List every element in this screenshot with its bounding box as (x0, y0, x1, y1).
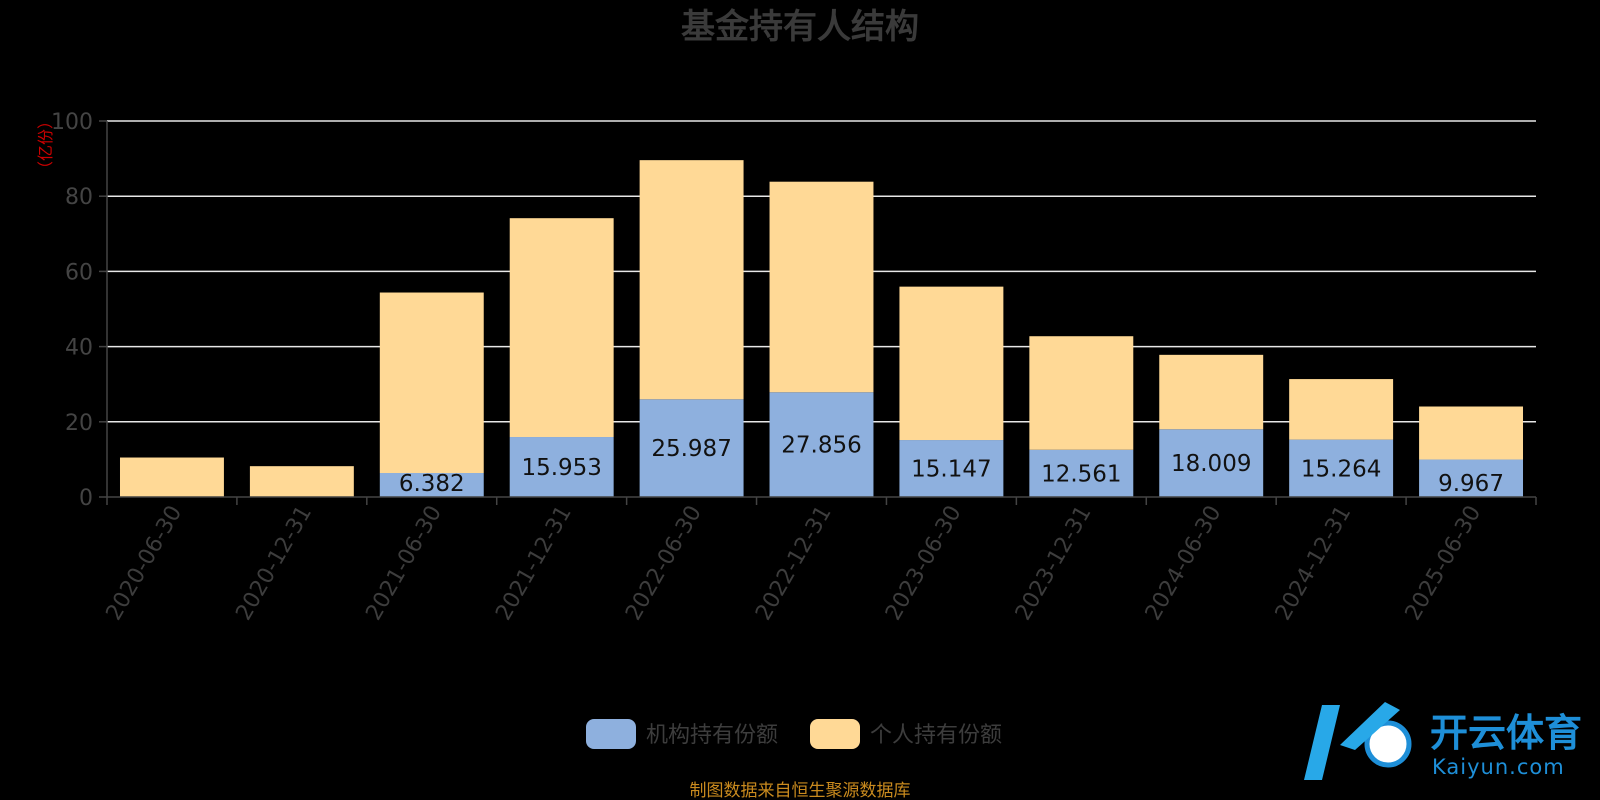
bar-individual[interactable] (1289, 379, 1394, 440)
bar-institutional[interactable] (899, 440, 1004, 497)
x-tick-label: 2020-06-30 (102, 502, 188, 625)
logo-k-mark (1304, 702, 1400, 780)
source-note: 制图数据来自恒生聚源数据库 (690, 781, 911, 800)
x-tick-label: 2023-06-30 (881, 502, 967, 625)
bars: 6.382 15.953 25.987 27.856 15.147 12.561 18.00… (119, 160, 1524, 497)
legend[interactable]: 机构持有份额 个人持有份额 (586, 719, 1002, 749)
y-tick-label: 100 (51, 110, 93, 135)
legend-swatch-institutional[interactable] (586, 719, 636, 749)
legend-swatch-individual[interactable] (810, 719, 860, 749)
x-tick-label: 2024-12-31 (1271, 502, 1357, 625)
x-tick-label: 2022-06-30 (621, 502, 707, 625)
bar-institutional[interactable] (1419, 459, 1524, 497)
x-tick-label: 2021-06-30 (361, 501, 447, 624)
bar-institutional[interactable] (769, 392, 874, 497)
bar-value-label: 6.382 (399, 471, 465, 497)
bar-individual[interactable] (1029, 336, 1134, 450)
bar-institutional[interactable] (379, 473, 484, 497)
bar-individual[interactable] (509, 218, 614, 438)
logo-brand-en: Kaiyun.com (1432, 755, 1565, 779)
bar-institutional[interactable] (639, 399, 744, 497)
bar-individual[interactable] (639, 160, 744, 400)
x-tick-label: 2020-12-31 (231, 502, 317, 625)
y-tick-label: 80 (65, 185, 93, 210)
legend-label-individual[interactable]: 个人持有份额 (870, 723, 1002, 748)
x-axis: 2020-06-30 2020-12-31 2021-06-30 2021-12-31… (102, 496, 1537, 625)
x-tick-label: 2024-06-30 (1141, 502, 1227, 625)
bar-institutional[interactable] (1159, 429, 1264, 497)
bar-individual[interactable] (249, 466, 354, 497)
x-tick-label: 2022-12-31 (751, 502, 837, 625)
y-axis-ticks: 0 20 40 60 80 100 (51, 110, 108, 511)
bar-individual[interactable] (769, 181, 874, 393)
bar-value-label: 25.987 (651, 436, 731, 462)
bar-value-label: 18.009 (1171, 451, 1251, 477)
bar-value-label: 15.264 (1301, 456, 1381, 482)
bar-individual[interactable] (1419, 406, 1524, 460)
bar-individual[interactable] (119, 457, 224, 497)
bar-value-label: 27.856 (781, 433, 861, 459)
bar-individual[interactable] (379, 292, 484, 474)
x-tick-label: 2025-06-30 (1401, 502, 1487, 625)
bar-value-label: 15.147 (911, 457, 991, 483)
bar-institutional[interactable] (1029, 449, 1134, 497)
bar-value-label: 12.561 (1041, 461, 1121, 487)
bar-value-label: 9.967 (1438, 471, 1504, 497)
bar-institutional[interactable] (1289, 439, 1394, 497)
soccer-ball-icon (1364, 720, 1412, 768)
bar-individual[interactable] (899, 286, 1004, 441)
y-tick-label: 0 (79, 486, 93, 511)
y-tick-label: 40 (65, 336, 93, 361)
chart-title: 基金持有人结构 (681, 7, 919, 47)
x-tick-label: 2023-12-31 (1011, 502, 1097, 625)
x-tick-label: 2021-12-31 (491, 502, 577, 625)
legend-label-institutional[interactable]: 机构持有份额 (646, 723, 778, 748)
y-axis-unit: （亿份） (36, 113, 55, 177)
watermark-logo: 开云体育 Kaiyun.com (1304, 702, 1582, 780)
logo-brand-cn: 开云体育 (1430, 711, 1582, 755)
bar-institutional[interactable] (509, 437, 614, 497)
y-tick-label: 60 (65, 260, 93, 285)
bar-individual[interactable] (1159, 354, 1264, 430)
y-tick-label: 20 (65, 411, 93, 436)
bar-value-label: 15.953 (521, 455, 601, 481)
